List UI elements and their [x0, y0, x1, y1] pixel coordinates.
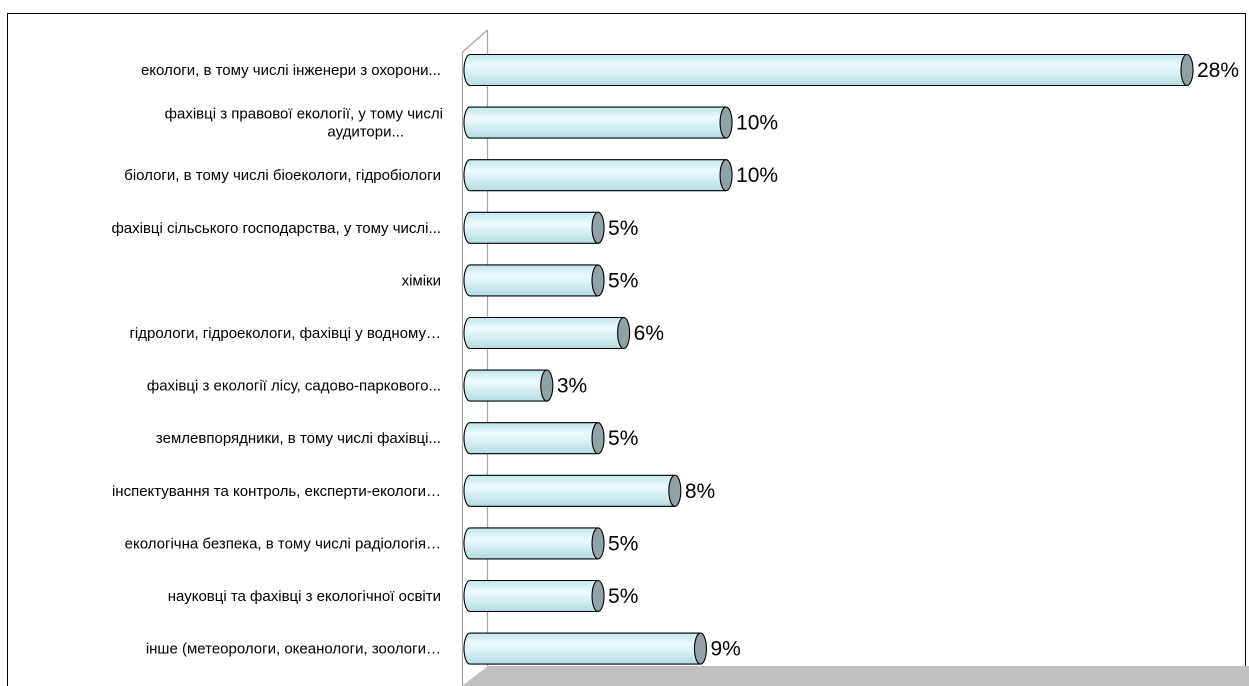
bar-end-cap — [591, 527, 605, 560]
bar-12 — [463, 632, 708, 665]
bar-end-cap — [693, 632, 708, 665]
category-label: гідрологи, гідроекологи, фахівці у водно… — [129, 325, 441, 342]
bar-body — [463, 159, 727, 192]
bar-3 — [463, 159, 733, 192]
bar-body — [463, 106, 727, 139]
chart-floor — [462, 666, 1249, 686]
bar-body — [463, 422, 599, 455]
category-label: екологи, в тому числі інженери з охорони… — [141, 62, 441, 79]
wall-top-line — [462, 29, 488, 53]
bar-body — [463, 579, 599, 613]
bar-4 — [463, 211, 605, 244]
bar-end-cap — [591, 211, 605, 244]
bar-body — [463, 264, 599, 297]
bar-body — [463, 632, 701, 665]
bar-end-cap — [591, 422, 605, 455]
value-label: 5% — [608, 532, 638, 555]
category-label: фахівці з екології лісу, садово-парковог… — [147, 378, 441, 395]
bar-end-cap — [719, 106, 733, 139]
value-label: 5% — [608, 269, 638, 292]
bar-1 — [463, 53, 1194, 87]
bar-10 — [463, 527, 605, 560]
bar-2 — [463, 106, 733, 139]
bar-8 — [463, 422, 605, 455]
value-label: 3% — [557, 375, 587, 398]
value-label: 28% — [1197, 59, 1239, 82]
category-label: науковці та фахівці з екологічної освіти — [168, 588, 441, 605]
category-label: інспектування та контроль, експерти-екол… — [112, 483, 441, 500]
bar-body — [463, 474, 675, 507]
bar-end-cap — [719, 159, 733, 192]
bar-11 — [463, 579, 605, 613]
bar-end-cap — [1180, 53, 1194, 87]
value-label: 5% — [608, 217, 638, 240]
value-label: 10% — [736, 112, 778, 135]
value-label: 5% — [608, 427, 638, 450]
bar-5 — [463, 264, 605, 297]
bar-end-cap — [540, 369, 554, 402]
value-label: 6% — [634, 322, 664, 345]
category-label: фахівці сільського господарства, у тому … — [111, 220, 441, 237]
category-label: біологи, в тому числі біоекологи, гідроб… — [124, 167, 441, 184]
category-label: хіміки — [402, 272, 441, 289]
bar-body — [463, 369, 547, 402]
value-label: 5% — [608, 585, 638, 608]
value-label: 10% — [736, 164, 778, 187]
category-label: екологічна безпека, в тому числі радіоло… — [125, 535, 441, 552]
bar-end-cap — [617, 316, 631, 350]
bar-7 — [463, 369, 554, 402]
category-label: інше (метеорологи, океанологи, зоологи… — [146, 641, 441, 658]
value-label: 9% — [710, 638, 740, 661]
category-label: землевпорядники, в тому числі фахівці... — [156, 430, 441, 447]
bar-body — [463, 527, 599, 560]
bar-body — [463, 53, 1187, 87]
bar-body — [463, 316, 624, 350]
category-label: фахівці з правової екології, у тому числ… — [165, 106, 443, 141]
bar-9 — [463, 474, 682, 507]
bar-end-cap — [591, 264, 605, 297]
bar-end-cap — [591, 579, 605, 613]
bar-body — [463, 211, 599, 244]
value-label: 8% — [685, 480, 715, 503]
bar-end-cap — [668, 474, 682, 507]
bar-6 — [463, 316, 631, 350]
